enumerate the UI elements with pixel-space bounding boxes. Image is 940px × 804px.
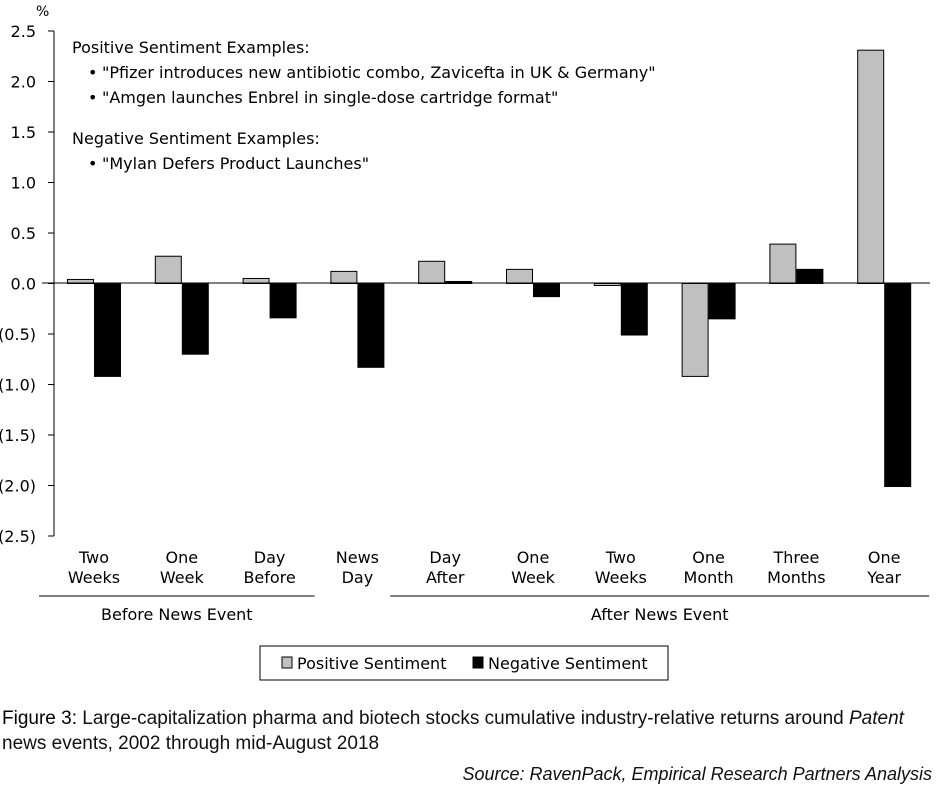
x-axis-labels: TwoWeeksOneWeekDayBeforeNewsDayDayAfterO… (68, 548, 902, 587)
x-tick-label-line2: After (426, 568, 465, 587)
bar-chart: % 2.5 2.0 1.5 1.0 0.5 0.0 (0.5) (1.0) (1.5) (2.0)… (0, 4, 930, 681)
annotation-box: Positive Sentiment Examples: • "Pfizer i… (72, 38, 656, 173)
bar-negative-sentiment (884, 283, 912, 488)
x-tick-label-line1: Day (254, 548, 286, 567)
x-tick-label-line1: Three (772, 548, 819, 567)
legend: Positive Sentiment Negative Sentiment (259, 645, 669, 681)
x-tick-label-line1: News (336, 548, 379, 567)
negative-examples-heading: Negative Sentiment Examples: (72, 129, 320, 148)
positive-example-2: "Amgen launches Enbrel in single-dose ca… (102, 88, 558, 107)
y-tick-label: 0.0 (11, 275, 36, 294)
bar-positive-sentiment (857, 49, 885, 284)
bar-positive-sentiment (681, 283, 709, 377)
y-tick-label: 1.5 (11, 123, 36, 142)
x-tick-label-line1: One (517, 548, 550, 567)
figure-caption: Figure 3: Large-capitalization pharma an… (2, 706, 934, 756)
y-tick-label: 2.5 (11, 22, 36, 41)
bars (67, 49, 912, 488)
positive-example-bullet: • (88, 63, 97, 82)
group-label: Before News Event (101, 605, 253, 624)
bar-negative-sentiment (708, 283, 736, 320)
x-tick-label-line2: Months (767, 568, 825, 587)
caption-italic: Patent (849, 708, 904, 729)
legend-swatch-positive (281, 656, 293, 669)
positive-example-1: "Pfizer introduces new antibiotic combo,… (102, 63, 656, 82)
y-tick-label: (1.5) (0, 426, 36, 445)
y-tick-label: 1.0 (11, 174, 36, 193)
bar-negative-sentiment (533, 283, 560, 298)
x-tick-label-line2: Weeks (595, 568, 647, 587)
bar-negative-sentiment (181, 283, 209, 355)
bar-positive-sentiment (769, 243, 797, 284)
bar-negative-sentiment (357, 283, 385, 368)
x-tick-label-line2: Before (243, 568, 295, 587)
legend-swatch-negative (472, 656, 484, 669)
x-tick-label-line2: Month (684, 568, 734, 587)
y-tick-label: (1.0) (0, 376, 36, 395)
x-tick-label-line1: One (868, 548, 901, 567)
bar-positive-sentiment (418, 260, 446, 284)
y-tick-label: (2.0) (0, 477, 36, 496)
caption-text-2: news events, 2002 through mid-August 201… (2, 733, 380, 754)
x-tick-label-line2: Year (866, 568, 901, 587)
legend-frame (259, 645, 669, 681)
group-label: After News Event (591, 605, 729, 624)
bar-positive-sentiment (330, 270, 358, 285)
x-tick-label-line1: Two (605, 548, 636, 567)
positive-example-bullet: • (88, 88, 97, 107)
legend-label-negative: Negative Sentiment (488, 654, 648, 673)
y-tick-label: 2.0 (11, 73, 36, 92)
bar-negative-sentiment (796, 268, 824, 284)
x-tick-label-line2: Day (342, 568, 374, 587)
bar-positive-sentiment (593, 283, 621, 287)
negative-example-bullet: • (88, 154, 97, 173)
negative-example-1: "Mylan Defers Product Launches" (102, 154, 369, 173)
x-tick-label-line1: One (166, 548, 199, 567)
figure-label: Figure 3: (2, 708, 77, 729)
category-groups: Before News Event After News Event (39, 595, 930, 624)
bar-negative-sentiment (269, 283, 297, 319)
x-tick-label-line2: Week (160, 568, 205, 587)
y-tick-label: 0.5 (11, 224, 36, 243)
caption-text-1: Large-capitalization pharma and biotech … (76, 708, 849, 729)
y-axis: 2.5 2.0 1.5 1.0 0.5 0.0 (0.5) (1.0) (1.5) (2.0) (2… (0, 22, 55, 546)
x-tick-label-line1: One (692, 548, 725, 567)
bar-positive-sentiment (506, 268, 533, 284)
x-tick-label-line1: Day (429, 548, 461, 567)
legend-label-positive: Positive Sentiment (297, 654, 446, 673)
bar-negative-sentiment (94, 283, 121, 377)
x-tick-label-line1: Two (78, 548, 109, 567)
bar-negative-sentiment (620, 283, 648, 336)
y-tick-label: (2.5) (0, 527, 36, 546)
y-unit-label: % (36, 4, 49, 20)
source-note: Source: RavenPack, Empirical Research Pa… (462, 764, 932, 784)
x-tick-label-line2: Weeks (68, 568, 120, 587)
y-tick-label: (0.5) (0, 325, 36, 344)
x-tick-label-line2: Week (511, 568, 556, 587)
positive-examples-heading: Positive Sentiment Examples: (72, 38, 310, 57)
bar-positive-sentiment (154, 255, 182, 285)
